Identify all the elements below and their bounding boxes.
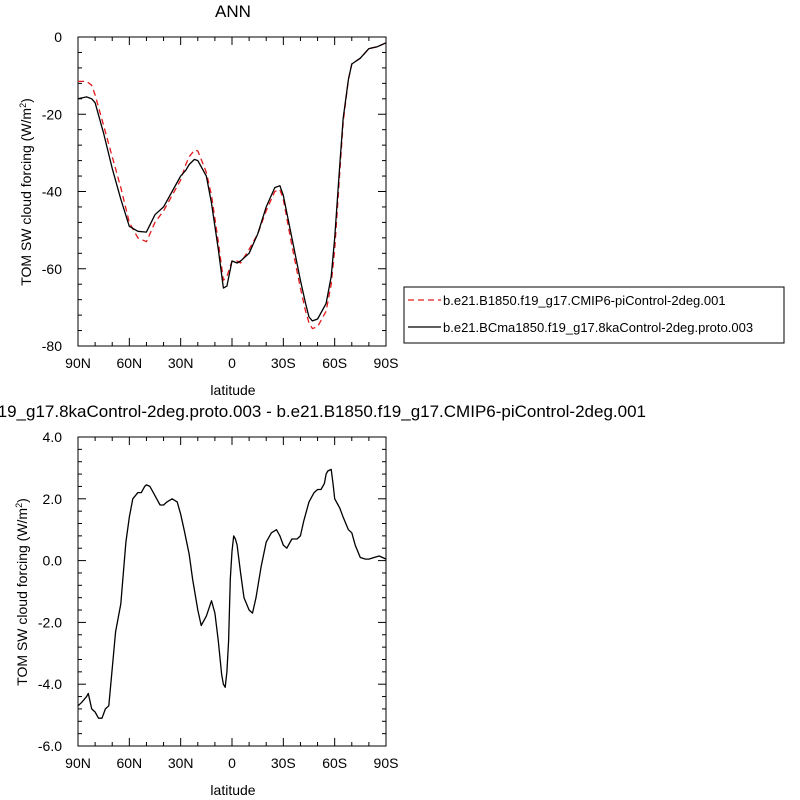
y-tick-label: -60	[42, 261, 62, 277]
legend: b.e21.B1850.f19_g17.CMIP6-piControl-2deg…	[403, 286, 785, 344]
bottom-chart-title: b.e21.BCma1850.f19_g17.8kaControl-2deg.p…	[0, 402, 646, 421]
y-tick-label: 0.0	[43, 553, 63, 569]
series-line-2	[77, 42, 387, 322]
top-chart-panel: ANN 90N 60N 30N 0 30S 60S 90S 0 -20 -40 -60 -80 lat…	[18, 2, 398, 398]
top-axis-ticks: 90N 60N 30N 0 30S 60S 90S 0 -20 -40 -60 -80	[42, 29, 399, 371]
x-tick-label: 90N	[65, 355, 91, 371]
y-tick-label: -6.0	[38, 738, 62, 754]
x-tick-label: 90N	[65, 755, 91, 771]
y-tick-label: -2.0	[38, 614, 62, 630]
y-tick-label: -40	[42, 184, 62, 200]
x-tick-label: 30N	[168, 355, 194, 371]
top-chart-title: ANN	[215, 2, 251, 21]
legend-label-series-2: b.e21.BCma1850.f19_g17.8kaControl-2deg.p…	[443, 320, 753, 335]
x-tick-label: 0	[228, 755, 236, 771]
bottom-x-axis-label: latitude	[210, 782, 255, 798]
top-y-axis-label: TOM SW cloud forcing (W/m2)	[18, 98, 34, 286]
x-tick-label: 60N	[116, 355, 142, 371]
y-tick-label: -80	[42, 338, 62, 354]
bottom-series-lines	[77, 468, 387, 719]
x-tick-label: 30S	[271, 755, 296, 771]
x-tick-label: 90S	[374, 355, 399, 371]
y-tick-label: 0	[54, 29, 62, 45]
top-series-lines	[77, 42, 387, 330]
series-line-1	[78, 42, 387, 330]
y-tick-label: -4.0	[38, 676, 62, 692]
y-tick-label: 2.0	[43, 491, 63, 507]
top-x-axis-label: latitude	[210, 382, 255, 398]
x-tick-label: 90S	[374, 755, 399, 771]
legend-label-series-1: b.e21.B1850.f19_g17.CMIP6-piControl-2deg…	[443, 293, 726, 308]
bottom-y-axis-label: TOM SW cloud forcing (W/m2)	[14, 498, 30, 686]
y-tick-label: -20	[42, 106, 62, 122]
series-line-1	[77, 468, 387, 719]
x-tick-label: 60S	[322, 355, 347, 371]
bottom-chart-panel: b.e21.BCma1850.f19_g17.8kaControl-2deg.p…	[0, 402, 646, 798]
bottom-axis-ticks: 90N 60N 30N 0 30S 60S 90S 4.0 2.0 0.0 -2.0 -4.0 -6.0	[38, 429, 399, 771]
legend-box	[403, 286, 785, 344]
x-tick-label: 60N	[116, 755, 142, 771]
bottom-plot-frame	[77, 436, 387, 747]
y-tick-label: 4.0	[43, 429, 63, 445]
x-tick-label: 0	[228, 355, 236, 371]
x-tick-label: 30N	[168, 755, 194, 771]
x-tick-label: 30S	[271, 355, 296, 371]
x-tick-label: 60S	[322, 755, 347, 771]
top-plot-frame	[77, 36, 387, 347]
